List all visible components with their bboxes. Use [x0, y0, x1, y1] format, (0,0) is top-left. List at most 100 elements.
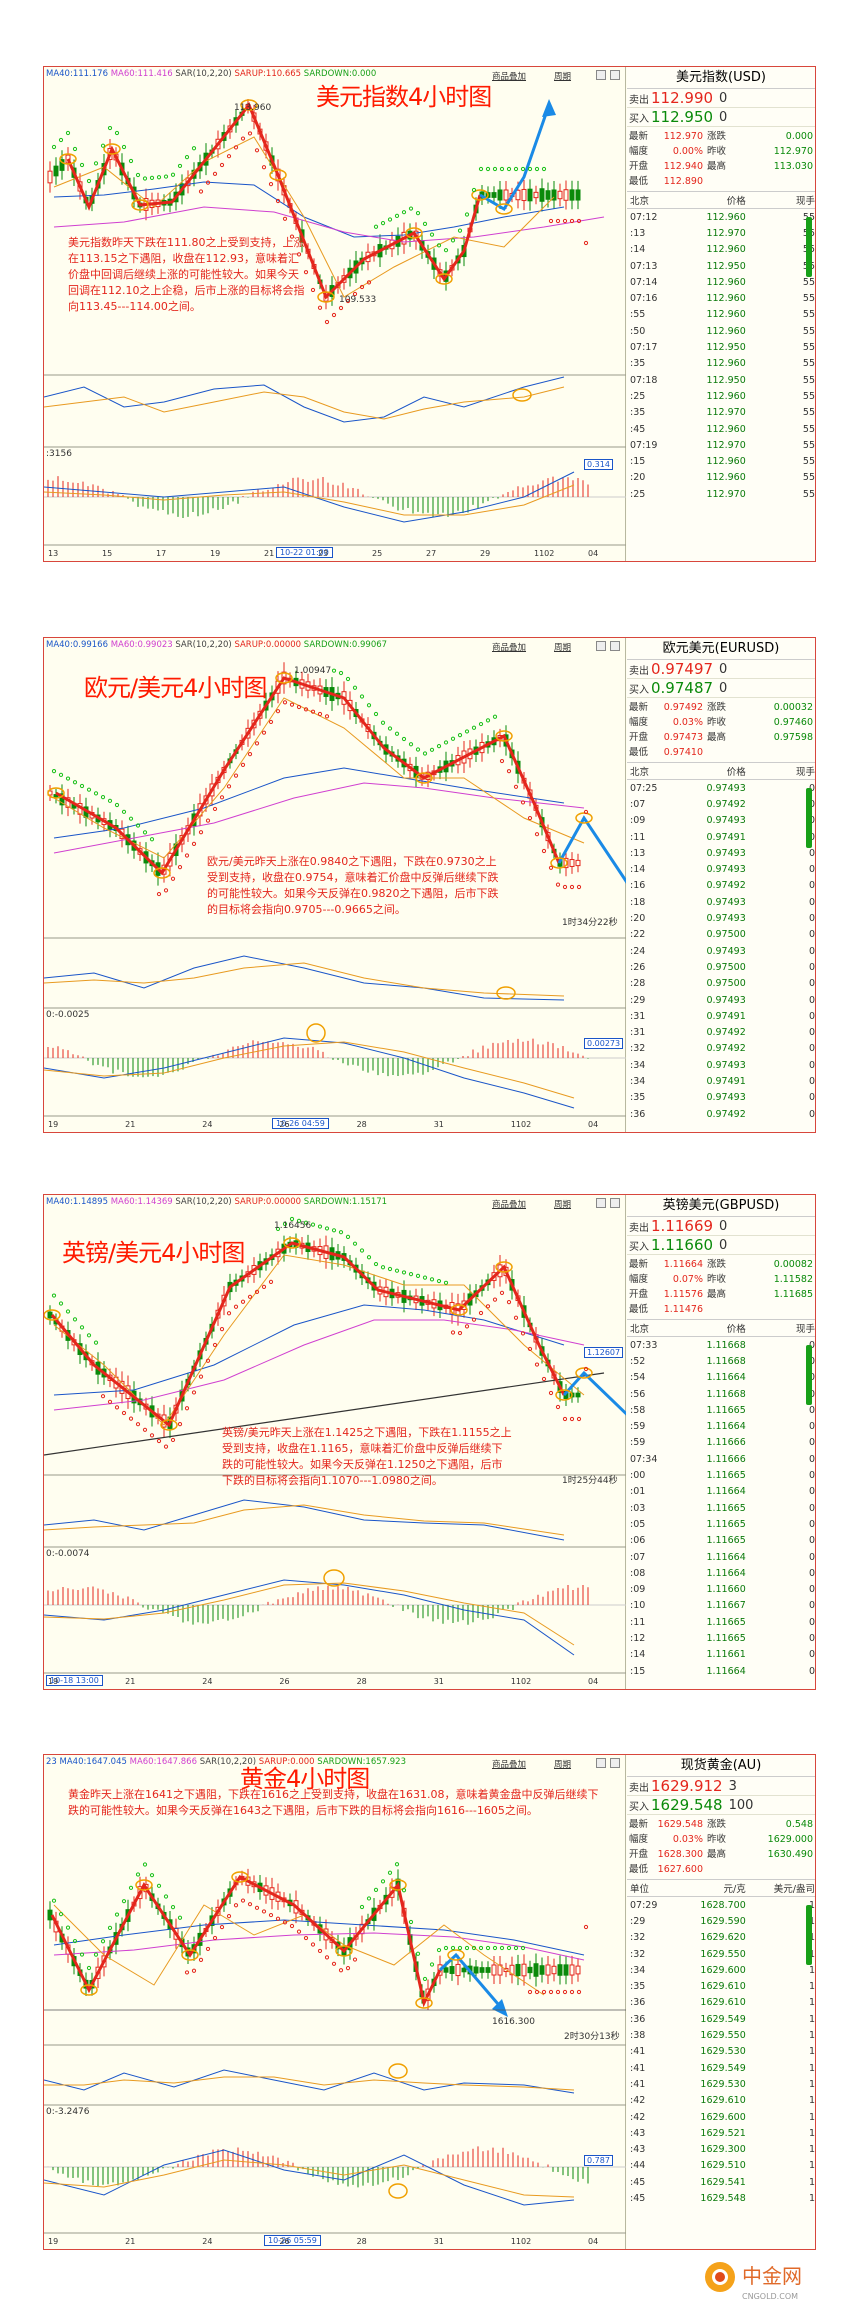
candle [59, 159, 65, 171]
sar-dot [128, 1416, 134, 1421]
sar-dot [338, 1230, 344, 1235]
sar-dot [436, 1947, 442, 1953]
tick-row: :05 1.11665 0 [630, 1518, 815, 1530]
sar-dot [191, 146, 197, 151]
sar-dot [380, 1265, 386, 1270]
tick-scrollbar[interactable] [806, 788, 812, 848]
tick-row: 07:34 1.11666 0 [630, 1453, 815, 1465]
sar-dot [324, 714, 330, 719]
sar-dot [184, 1406, 190, 1411]
sar-dot [352, 1957, 358, 1962]
add-series-button[interactable]: 商品叠加 [492, 72, 527, 82]
sell-quote: 卖出 0.97497 0 [627, 660, 815, 679]
panel-gbp: MA40:1.14895 MA60:1.14369 SAR(10,2,20) S… [43, 1194, 816, 1690]
sar-dot [317, 711, 323, 717]
chart-area[interactable]: MA40:0.99166 MA60:0.99023 SAR(10,2,20) S… [44, 638, 626, 1132]
tick-row: :34 1629.600 1 [630, 1964, 815, 1976]
chart-area[interactable]: MA40:1.14895 MA60:1.14369 SAR(10,2,20) S… [44, 1195, 626, 1689]
minimize-icon[interactable] [596, 641, 606, 651]
tick-scrollbar[interactable] [806, 1345, 812, 1405]
candle [491, 1964, 497, 1976]
close-icon[interactable] [610, 1758, 620, 1768]
sar-dot [527, 815, 533, 821]
sar-dot [86, 1333, 92, 1338]
period-button[interactable]: 周期 [554, 1200, 572, 1210]
panel-eur: MA40:0.99166 MA60:0.99023 SAR(10,2,20) S… [43, 637, 816, 1133]
period-button[interactable]: 周期 [554, 72, 572, 82]
osc-line-2 [44, 1504, 565, 1536]
add-series-button[interactable]: 商品叠加 [492, 1200, 527, 1210]
close-icon[interactable] [610, 1198, 620, 1208]
gbp-chart-svg [44, 1216, 626, 1674]
sar-dot [303, 270, 309, 275]
buy-quote: 买入 1.11660 0 [627, 1236, 815, 1255]
tick-row: :14 0.97493 0 [630, 864, 815, 876]
tick-row: :50 112.960 55 [630, 325, 815, 337]
x-tick-label: 15 [102, 549, 113, 558]
sar-dot [408, 742, 414, 747]
add-series-button[interactable]: 商品叠加 [492, 1760, 527, 1770]
sar-dot [142, 1862, 148, 1867]
tick-row: 07:16 112.960 55 [630, 293, 815, 305]
period-button[interactable]: 周期 [554, 643, 572, 653]
sar-dot [219, 162, 225, 168]
sar-dot [114, 802, 120, 808]
signal-line [44, 2159, 575, 2198]
time-cursor-box: 10-26 05:59 [264, 2235, 321, 2246]
sar-dot [219, 1326, 225, 1332]
analysis-note: 欧元/美元昨天上涨在0.9840之下遇阻，下跌在0.9730之上受到支持，收盘在… [207, 855, 499, 916]
countdown-label: 1时25分44秒 [562, 1476, 618, 1486]
sar-dot [247, 131, 253, 136]
price-candles [47, 1868, 581, 2011]
tick-scrollbar[interactable] [806, 217, 812, 277]
cngold-watermark-logo: 中金网 CNGOLD.COM [705, 2262, 802, 2301]
x-tick-label: 21 [125, 1120, 136, 1129]
sar-dot [121, 144, 127, 150]
sar-dot [387, 217, 393, 222]
sar-dot [436, 243, 442, 248]
sar-dot [226, 1311, 232, 1316]
minimize-icon[interactable] [596, 1758, 606, 1768]
ma-short-line [53, 1254, 585, 1426]
usd-chart-svg [44, 99, 626, 546]
sar-dot [317, 1948, 323, 1954]
candle [47, 1311, 53, 1319]
sar-dot [373, 224, 379, 229]
minimize-icon[interactable] [596, 1198, 606, 1208]
high-label: 1.00947 [294, 666, 332, 676]
tick-row: :08 1.11664 0 [630, 1567, 815, 1579]
sar-dot [555, 882, 561, 887]
chart-area[interactable]: MA40:111.176 MA60:111.416 SAR(10,2,20) S… [44, 67, 626, 561]
close-icon[interactable] [610, 641, 620, 651]
close-icon[interactable] [610, 70, 620, 80]
signal-line [44, 1582, 575, 1646]
chart-area[interactable]: 23 MA40:1647.045 MA60:1647.866 SAR(10,2,… [44, 1755, 626, 2249]
sar-dot [562, 218, 568, 224]
candle [533, 1963, 539, 1977]
sar-dot [107, 1399, 113, 1404]
sar-dot [471, 187, 477, 193]
sar-dot [79, 1952, 85, 1957]
tick-row: :38 1629.550 1 [630, 2030, 815, 2042]
sar-dot [541, 1376, 547, 1382]
tick-row: :06 1.11665 0 [630, 1535, 815, 1547]
sar-dot [310, 1942, 316, 1947]
sar-dot [177, 1422, 183, 1427]
period-button[interactable]: 周期 [554, 1760, 572, 1770]
add-series-button[interactable]: 商品叠加 [492, 643, 527, 653]
minimize-icon[interactable] [596, 70, 606, 80]
ma60-line [53, 1319, 585, 1411]
sar-dot [478, 166, 484, 172]
sar-dot [282, 700, 288, 705]
tick-scrollbar[interactable] [806, 1905, 812, 1965]
sar-dot [499, 758, 505, 764]
x-tick-label: 19 [48, 2237, 59, 2246]
candle [503, 189, 509, 201]
sar-dot [583, 1366, 589, 1372]
sar-dot [499, 1290, 505, 1296]
osc-line-2 [44, 962, 565, 997]
x-tick-label: 13 [48, 549, 59, 558]
